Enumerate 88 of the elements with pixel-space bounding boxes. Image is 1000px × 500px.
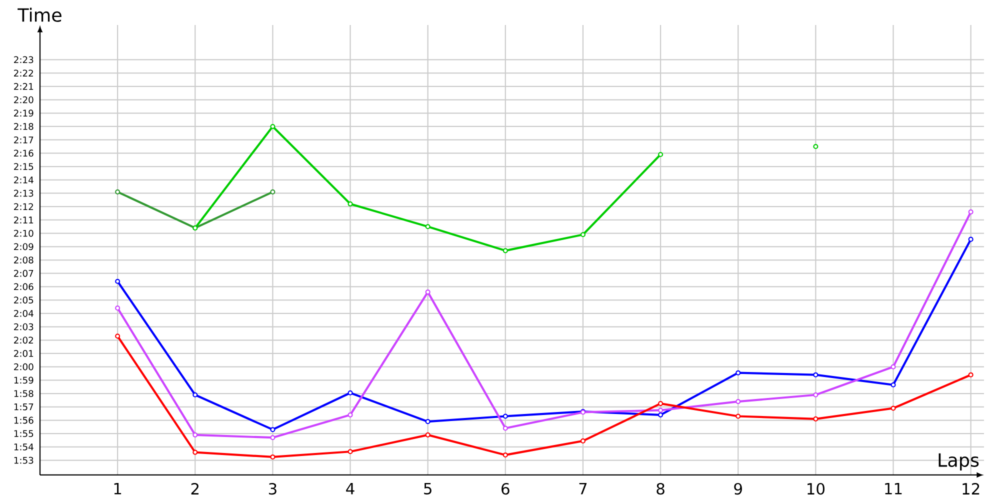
point [425, 224, 430, 230]
point [968, 209, 974, 214]
y-tick-label: 2:02 [14, 336, 33, 344]
point [115, 189, 120, 194]
point [502, 414, 508, 419]
y-tick-label: 2:23 [14, 56, 34, 64]
x-tick-label: 11 [885, 482, 902, 494]
point [890, 406, 896, 411]
y-tick-label: 2:12 [14, 203, 33, 210]
y-tick-label: 2:03 [14, 323, 34, 330]
point [658, 408, 664, 413]
y-tick-label: 2:18 [14, 123, 34, 130]
y-tick-label: 2:07 [14, 270, 34, 277]
y-tick-label: 2:05 [14, 296, 34, 304]
y-tick-label: 2:13 [14, 190, 34, 197]
point [348, 449, 353, 454]
y-tick-label: 2:11 [14, 216, 34, 224]
point [115, 278, 120, 284]
y-tick-label: 2:00 [14, 363, 34, 370]
point [890, 382, 896, 388]
point [270, 189, 276, 194]
x-tick-label: 6 [502, 482, 510, 495]
point [270, 427, 276, 432]
point [348, 412, 353, 418]
y-tick-label: 1:59 [14, 376, 34, 384]
point [580, 438, 586, 444]
point [736, 399, 741, 404]
point [192, 450, 198, 455]
point [890, 364, 896, 370]
point [115, 306, 120, 311]
point [813, 144, 818, 150]
point [270, 124, 276, 130]
x-tick-label: 10 [808, 482, 824, 495]
y-tick-label: 2:09 [14, 243, 34, 250]
x-tick-label: 9 [734, 482, 742, 495]
point [736, 370, 741, 376]
x-tick-label: 3 [268, 482, 276, 495]
point [425, 419, 430, 424]
point [580, 232, 586, 238]
x-tick-label: 7 [579, 482, 587, 494]
y-axis-title: Time [18, 8, 62, 22]
y-tick-label: 1:53 [14, 456, 34, 464]
point [502, 248, 508, 254]
x-tick-label: 4 [346, 482, 354, 494]
point [192, 392, 198, 398]
y-tick-label: 2:21 [14, 83, 34, 90]
point [813, 416, 818, 422]
y-tick-label: 2:08 [14, 256, 34, 264]
point [115, 334, 120, 339]
point [502, 452, 508, 458]
y-tick-label: 2:14 [14, 176, 34, 184]
point [658, 401, 664, 406]
point [502, 426, 508, 431]
point [348, 390, 353, 396]
y-tick-label: 1:56 [14, 416, 34, 424]
point [348, 201, 353, 206]
point [658, 152, 664, 158]
y-tick-label: 1:57 [14, 404, 34, 410]
x-tick-label: 12 [962, 482, 980, 494]
y-tick-label: 2:19 [14, 110, 34, 117]
y-tick-label: 2:22 [14, 70, 33, 76]
point [192, 432, 198, 438]
y-tick-label: 2:20 [14, 96, 34, 104]
point [658, 412, 664, 418]
y-tick-label: 2:04 [14, 310, 34, 317]
y-tick-label: 2:16 [14, 150, 34, 157]
point [425, 432, 430, 438]
y-tick-label: 2:10 [14, 230, 34, 237]
point [813, 392, 818, 398]
point [270, 435, 276, 440]
x-tick-label: 2 [191, 482, 199, 494]
y-tick-label: 2:01 [14, 350, 34, 357]
point [425, 290, 430, 295]
x-tick-label: 8 [656, 482, 664, 495]
point [736, 414, 741, 419]
y-tick-label: 1:55 [14, 430, 34, 438]
y-tick-label: 1:58 [14, 390, 34, 397]
point [813, 372, 818, 378]
x-tick-label: 1 [114, 482, 122, 494]
point [968, 372, 974, 378]
y-tick-label: 2:15 [14, 163, 34, 170]
point [270, 454, 276, 460]
x-axis-title: Laps [938, 453, 979, 470]
x-tick-label: 5 [424, 482, 432, 494]
y-tick-label: 2:06 [14, 283, 34, 290]
y-tick-label: 1:54 [14, 444, 34, 450]
y-tick-label: 2:17 [14, 136, 34, 144]
point [968, 236, 974, 242]
